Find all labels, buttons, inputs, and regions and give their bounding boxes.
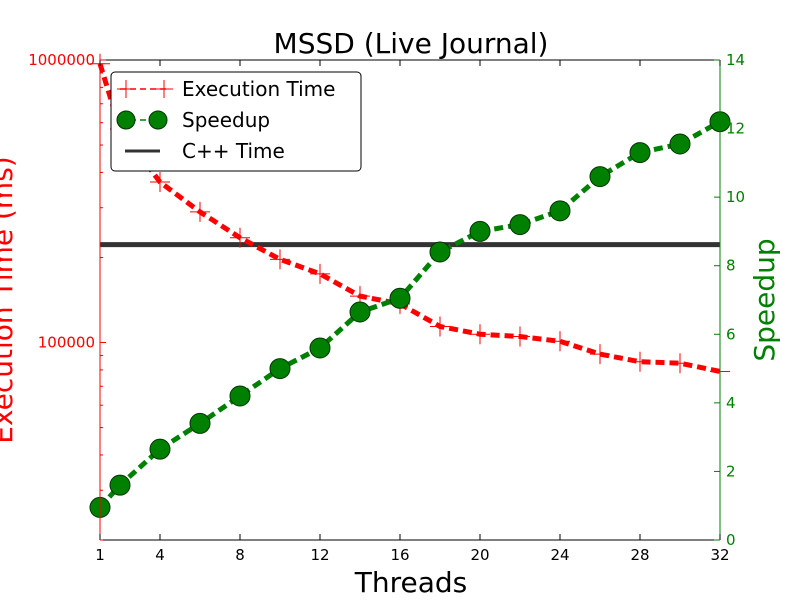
x-axis-label: Threads (354, 566, 468, 599)
right-tick-label: 14 (726, 51, 745, 69)
execution-time-point (270, 249, 290, 270)
legend-circle-marker (148, 110, 168, 130)
x-tick-label: 1 (95, 546, 105, 564)
legend-label: C++ Time (182, 139, 285, 163)
x-tick-label: 20 (470, 546, 489, 564)
speedup-point (469, 220, 491, 242)
left-axis-label: Execution Time (ms) (0, 156, 19, 443)
speedup-point (589, 166, 611, 188)
speedup-line (98, 119, 722, 510)
chart-title: MSSD (Live Journal) (274, 27, 549, 60)
legend-circle-marker (116, 110, 136, 130)
legend-label: Execution Time (182, 77, 335, 101)
x-tick-label: 4 (155, 546, 165, 564)
legend: Execution Time Speedup C++ Time (110, 71, 362, 172)
speedup-point (189, 412, 211, 434)
execution-time-point (590, 344, 610, 365)
legend-label: Speedup (182, 108, 270, 132)
legend-entry: Execution Time (117, 77, 335, 101)
speedup-point (309, 337, 331, 359)
speedup-point (629, 142, 651, 164)
speedup-point (149, 438, 171, 460)
legend-box (110, 71, 362, 172)
right-tick-label: 2 (726, 462, 736, 480)
speedup-point (109, 474, 131, 496)
right-tick-label: 4 (726, 394, 736, 412)
x-tick-label: 8 (235, 546, 245, 564)
speedup-point (349, 301, 371, 323)
execution-time-point (550, 331, 570, 352)
x-tick-label: 28 (630, 546, 649, 564)
right-tick-label: 6 (726, 325, 736, 343)
left-tick-label: 100000 (38, 334, 95, 352)
right-tick-label: 10 (726, 188, 745, 206)
x-tick-label: 12 (310, 546, 329, 564)
speedup-point (549, 200, 571, 222)
execution-time-point (190, 201, 210, 222)
legend-entries: Execution Time Speedup C++ Time (116, 77, 335, 163)
left-tick-label: 1000000 (28, 51, 95, 69)
execution-time-point (510, 326, 530, 347)
execution-time-point (310, 263, 330, 284)
x-tick-label: 24 (550, 546, 569, 564)
speedup-point (229, 385, 251, 407)
execution-time-point (430, 316, 450, 337)
speedup-point (429, 241, 451, 263)
legend-entry: C++ Time (125, 139, 285, 163)
execution-time-point (150, 171, 170, 192)
right-tick-label: 12 (726, 120, 745, 138)
execution-time-point (670, 353, 690, 374)
right-tick-label: 0 (726, 531, 736, 549)
speedup-point (509, 214, 531, 236)
speedup-point (669, 133, 691, 155)
legend-entry: Speedup (116, 108, 270, 132)
execution-time-point (630, 351, 650, 372)
speedup-point (269, 358, 291, 380)
execution-time-point (470, 324, 490, 345)
speedup-point (389, 287, 411, 309)
execution-time-point (230, 227, 250, 248)
right-tick-label: 8 (726, 257, 736, 275)
speedup-layer (89, 111, 731, 518)
x-tick-label: 32 (710, 546, 729, 564)
x-tick-label: 16 (390, 546, 409, 564)
right-axis-label: Speedup (748, 238, 781, 361)
